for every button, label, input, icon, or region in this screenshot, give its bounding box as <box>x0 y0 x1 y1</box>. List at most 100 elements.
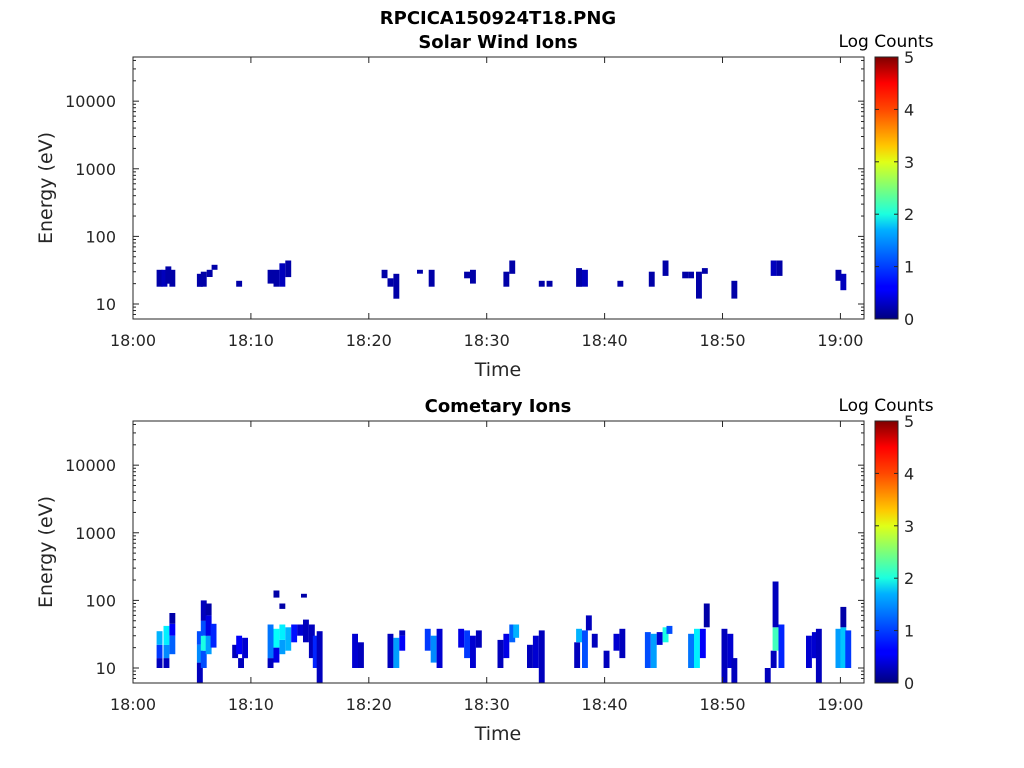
y-axis-label: Energy (eV) <box>35 496 57 608</box>
heatmap-cell <box>196 631 203 645</box>
heatmap-cell <box>308 624 315 659</box>
heatmap-cell <box>236 635 243 655</box>
heatmap-cell <box>701 268 708 274</box>
x-tick-label: 19:00 <box>817 331 863 350</box>
heatmap-cell <box>399 635 406 651</box>
heatmap-cell <box>205 603 212 616</box>
colorbar-tick-label: 0 <box>904 310 914 329</box>
heatmap-cell <box>464 271 470 279</box>
panel-title: Solar Wind Ions <box>418 32 577 53</box>
heatmap-cell <box>436 628 443 668</box>
heatmap-cell <box>430 635 437 663</box>
heatmap-cell <box>200 600 207 621</box>
heatmap-cell <box>165 266 172 284</box>
y-tick-label: 10000 <box>65 92 116 111</box>
heatmap-cell <box>811 632 818 659</box>
heatmap-cell <box>650 633 657 668</box>
heatmap-cell <box>156 631 163 645</box>
colorbar-tick-label: 1 <box>904 622 914 641</box>
heatmap-cell <box>279 624 286 640</box>
heatmap-cell <box>200 620 207 636</box>
colorbar-tick-label: 0 <box>904 674 914 693</box>
x-tick-label: 18:30 <box>464 695 510 714</box>
heatmap-cell <box>576 628 582 643</box>
heatmap-cell <box>285 627 292 651</box>
heatmap-cell <box>770 260 777 276</box>
heatmap-cell <box>196 662 203 683</box>
y-tick-label: 100 <box>85 227 116 246</box>
heatmap-cell <box>387 278 394 287</box>
heatmap-cell <box>279 603 286 609</box>
colorbar-tick-label: 5 <box>904 412 914 431</box>
colorbar-tick-label: 4 <box>904 100 914 119</box>
x-tick-label: 19:00 <box>817 695 863 714</box>
x-tick-label: 18:10 <box>228 331 274 350</box>
heatmap-cell <box>840 273 847 291</box>
heatmap-cell <box>662 260 669 276</box>
heatmap-cell <box>509 624 516 643</box>
heatmap-cell <box>458 628 465 648</box>
colorbar-tick-label: 2 <box>904 205 914 224</box>
heatmap-cell <box>200 650 207 668</box>
x-axis-label: Time <box>474 723 522 745</box>
heatmap-cell <box>393 273 400 299</box>
heatmap-cell <box>267 624 274 659</box>
heatmap-cell <box>840 627 847 668</box>
heatmap-cell <box>303 619 309 643</box>
x-tick-label: 18:20 <box>346 331 392 350</box>
colorbar-tick-label: 3 <box>904 517 914 536</box>
heatmap-cell <box>503 633 510 659</box>
heatmap-cell <box>778 624 785 668</box>
heatmap-cell <box>428 269 435 287</box>
panel-title: Cometary Ions <box>425 396 572 417</box>
heatmap-cell <box>163 658 170 668</box>
heatmap-cell <box>352 633 358 668</box>
heatmap-cell <box>772 581 779 628</box>
heatmap-cell <box>470 635 476 668</box>
x-tick-label: 18:50 <box>699 695 745 714</box>
colorbar-tick-label: 5 <box>904 48 914 67</box>
y-tick-label: 100 <box>85 591 116 610</box>
y-tick-label: 1000 <box>75 524 116 543</box>
heatmap-cell <box>603 650 610 668</box>
heatmap-cell <box>399 630 406 636</box>
heatmap-cell <box>770 650 777 668</box>
heatmap-cell <box>688 271 694 279</box>
heatmap-cell <box>527 644 533 668</box>
colorbar-label: Log Counts <box>838 396 933 416</box>
heatmap-cell <box>806 635 812 668</box>
heatmap-cell <box>210 623 217 648</box>
heatmap-cell <box>503 271 510 287</box>
heatmap-cell <box>617 280 624 287</box>
heatmap-cell <box>163 625 170 645</box>
heatmap-cell <box>682 271 689 279</box>
heatmap-cell <box>387 633 394 668</box>
heatmap-cell <box>538 630 545 683</box>
heatmap-cell <box>381 269 388 279</box>
heatmap-cell <box>285 260 292 278</box>
heatmap-cell <box>546 280 553 287</box>
heatmap-cell <box>644 632 651 668</box>
heatmap-cell <box>688 633 694 668</box>
heatmap-cell <box>666 625 673 634</box>
heatmap-cell <box>205 635 212 655</box>
heatmap-cell <box>776 260 783 276</box>
heatmap-cell <box>475 630 482 648</box>
heatmap-cell <box>582 269 588 287</box>
heatmap-cell <box>156 269 163 287</box>
heatmap-cell <box>656 632 663 645</box>
heatmap-cell <box>727 633 734 668</box>
heatmap-cell <box>242 637 248 659</box>
y-ticks: 10 100 1000 10000 <box>65 59 864 320</box>
colorbar-tick-label: 2 <box>904 569 914 588</box>
heatmap-cell <box>232 644 239 659</box>
heatmap-cell <box>169 623 176 636</box>
heatmap-cell <box>273 628 280 648</box>
heatmap-cell <box>273 590 280 598</box>
heatmap-cell <box>279 263 286 287</box>
heatmap-cells <box>156 581 852 683</box>
heatmap-cell <box>731 658 738 683</box>
heatmap-cell <box>156 658 163 668</box>
y-tick-label: 10 <box>96 659 116 678</box>
